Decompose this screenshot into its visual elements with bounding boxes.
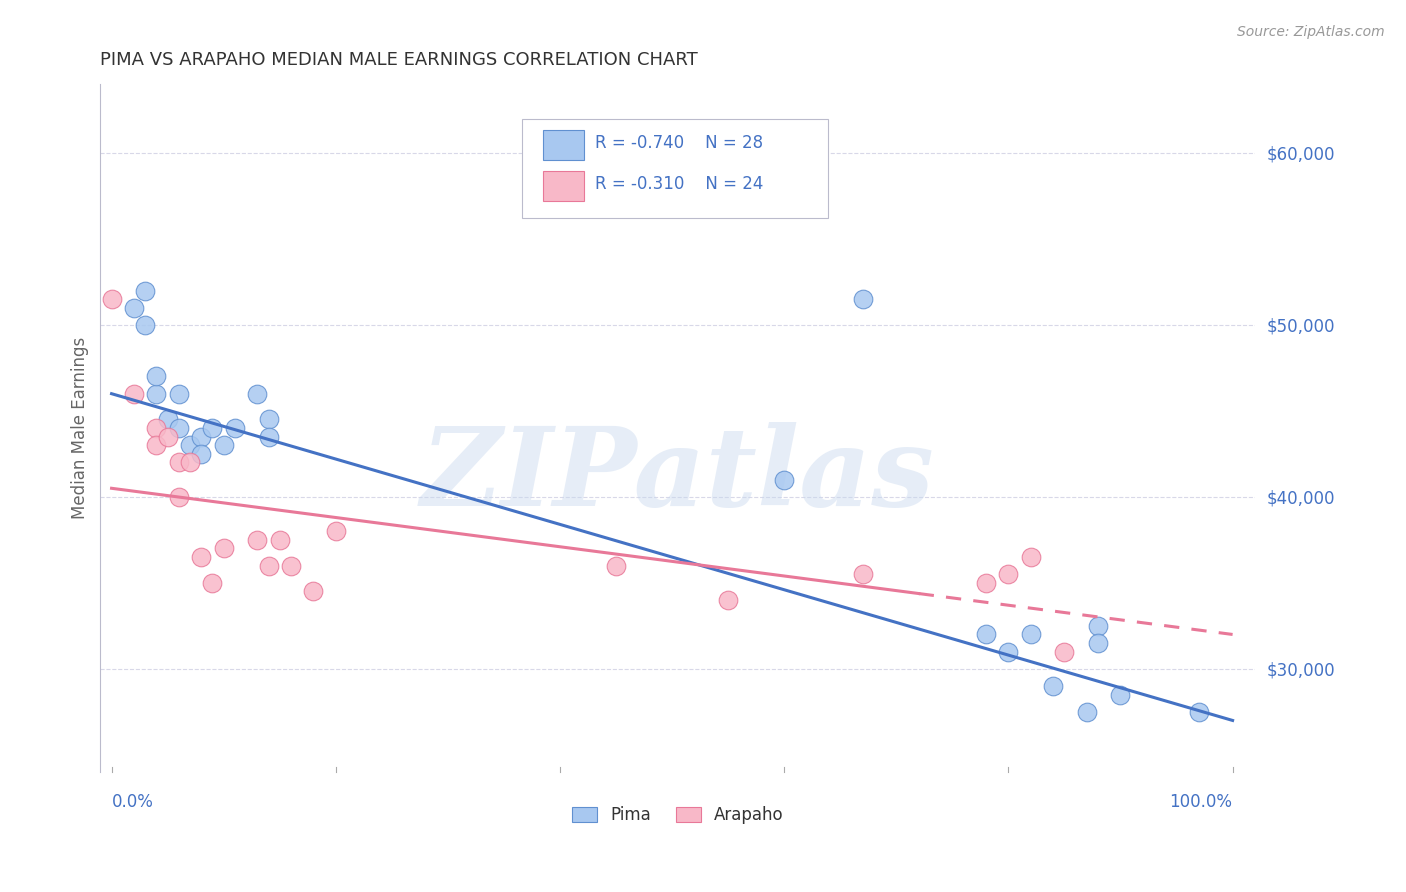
Point xyxy=(212,541,235,556)
FancyBboxPatch shape xyxy=(543,170,583,201)
Point xyxy=(1053,645,1076,659)
Text: Source: ZipAtlas.com: Source: ZipAtlas.com xyxy=(1237,25,1385,39)
Point xyxy=(190,430,212,444)
Point xyxy=(100,292,122,306)
Point xyxy=(269,533,291,547)
Text: 100.0%: 100.0% xyxy=(1170,793,1233,811)
Text: R = -0.310    N = 24: R = -0.310 N = 24 xyxy=(595,175,763,193)
Text: 0.0%: 0.0% xyxy=(111,793,153,811)
Point xyxy=(280,558,302,573)
Point xyxy=(179,438,201,452)
Point xyxy=(1019,627,1042,641)
Point xyxy=(145,438,167,452)
Point xyxy=(201,421,224,435)
Point xyxy=(201,575,224,590)
Point xyxy=(974,575,997,590)
Point xyxy=(852,567,875,582)
Point xyxy=(852,292,875,306)
Point xyxy=(122,301,145,315)
Point xyxy=(212,438,235,452)
Point xyxy=(257,558,280,573)
Y-axis label: Median Male Earnings: Median Male Earnings xyxy=(72,337,89,519)
Text: ZIPatlas: ZIPatlas xyxy=(420,423,935,530)
Point xyxy=(1109,688,1132,702)
Point xyxy=(1076,705,1098,719)
Point xyxy=(717,593,740,607)
Point xyxy=(122,386,145,401)
Point xyxy=(246,533,269,547)
Point xyxy=(997,567,1019,582)
Point xyxy=(1087,619,1109,633)
Point xyxy=(257,430,280,444)
Point xyxy=(246,386,269,401)
Point xyxy=(134,318,156,332)
Point xyxy=(145,421,167,435)
Text: R = -0.740    N = 28: R = -0.740 N = 28 xyxy=(595,134,762,152)
Point xyxy=(179,455,201,469)
Point xyxy=(325,524,347,539)
Point xyxy=(190,550,212,565)
Point xyxy=(167,490,190,504)
Point xyxy=(1042,679,1064,693)
FancyBboxPatch shape xyxy=(543,129,583,160)
Point xyxy=(1087,636,1109,650)
Point xyxy=(974,627,997,641)
Point xyxy=(1188,705,1211,719)
Point xyxy=(134,284,156,298)
Point xyxy=(167,455,190,469)
Point xyxy=(1019,550,1042,565)
FancyBboxPatch shape xyxy=(522,119,828,219)
Point xyxy=(224,421,246,435)
Point xyxy=(302,584,325,599)
Point xyxy=(997,645,1019,659)
Point xyxy=(145,386,167,401)
Text: PIMA VS ARAPAHO MEDIAN MALE EARNINGS CORRELATION CHART: PIMA VS ARAPAHO MEDIAN MALE EARNINGS COR… xyxy=(100,51,699,69)
Point xyxy=(773,473,796,487)
Point xyxy=(190,447,212,461)
Point xyxy=(167,386,190,401)
Point xyxy=(257,412,280,426)
Point xyxy=(156,430,179,444)
Point xyxy=(145,369,167,384)
Legend: Pima, Arapaho: Pima, Arapaho xyxy=(564,797,792,832)
Point xyxy=(605,558,627,573)
Point xyxy=(167,421,190,435)
Point xyxy=(156,412,179,426)
